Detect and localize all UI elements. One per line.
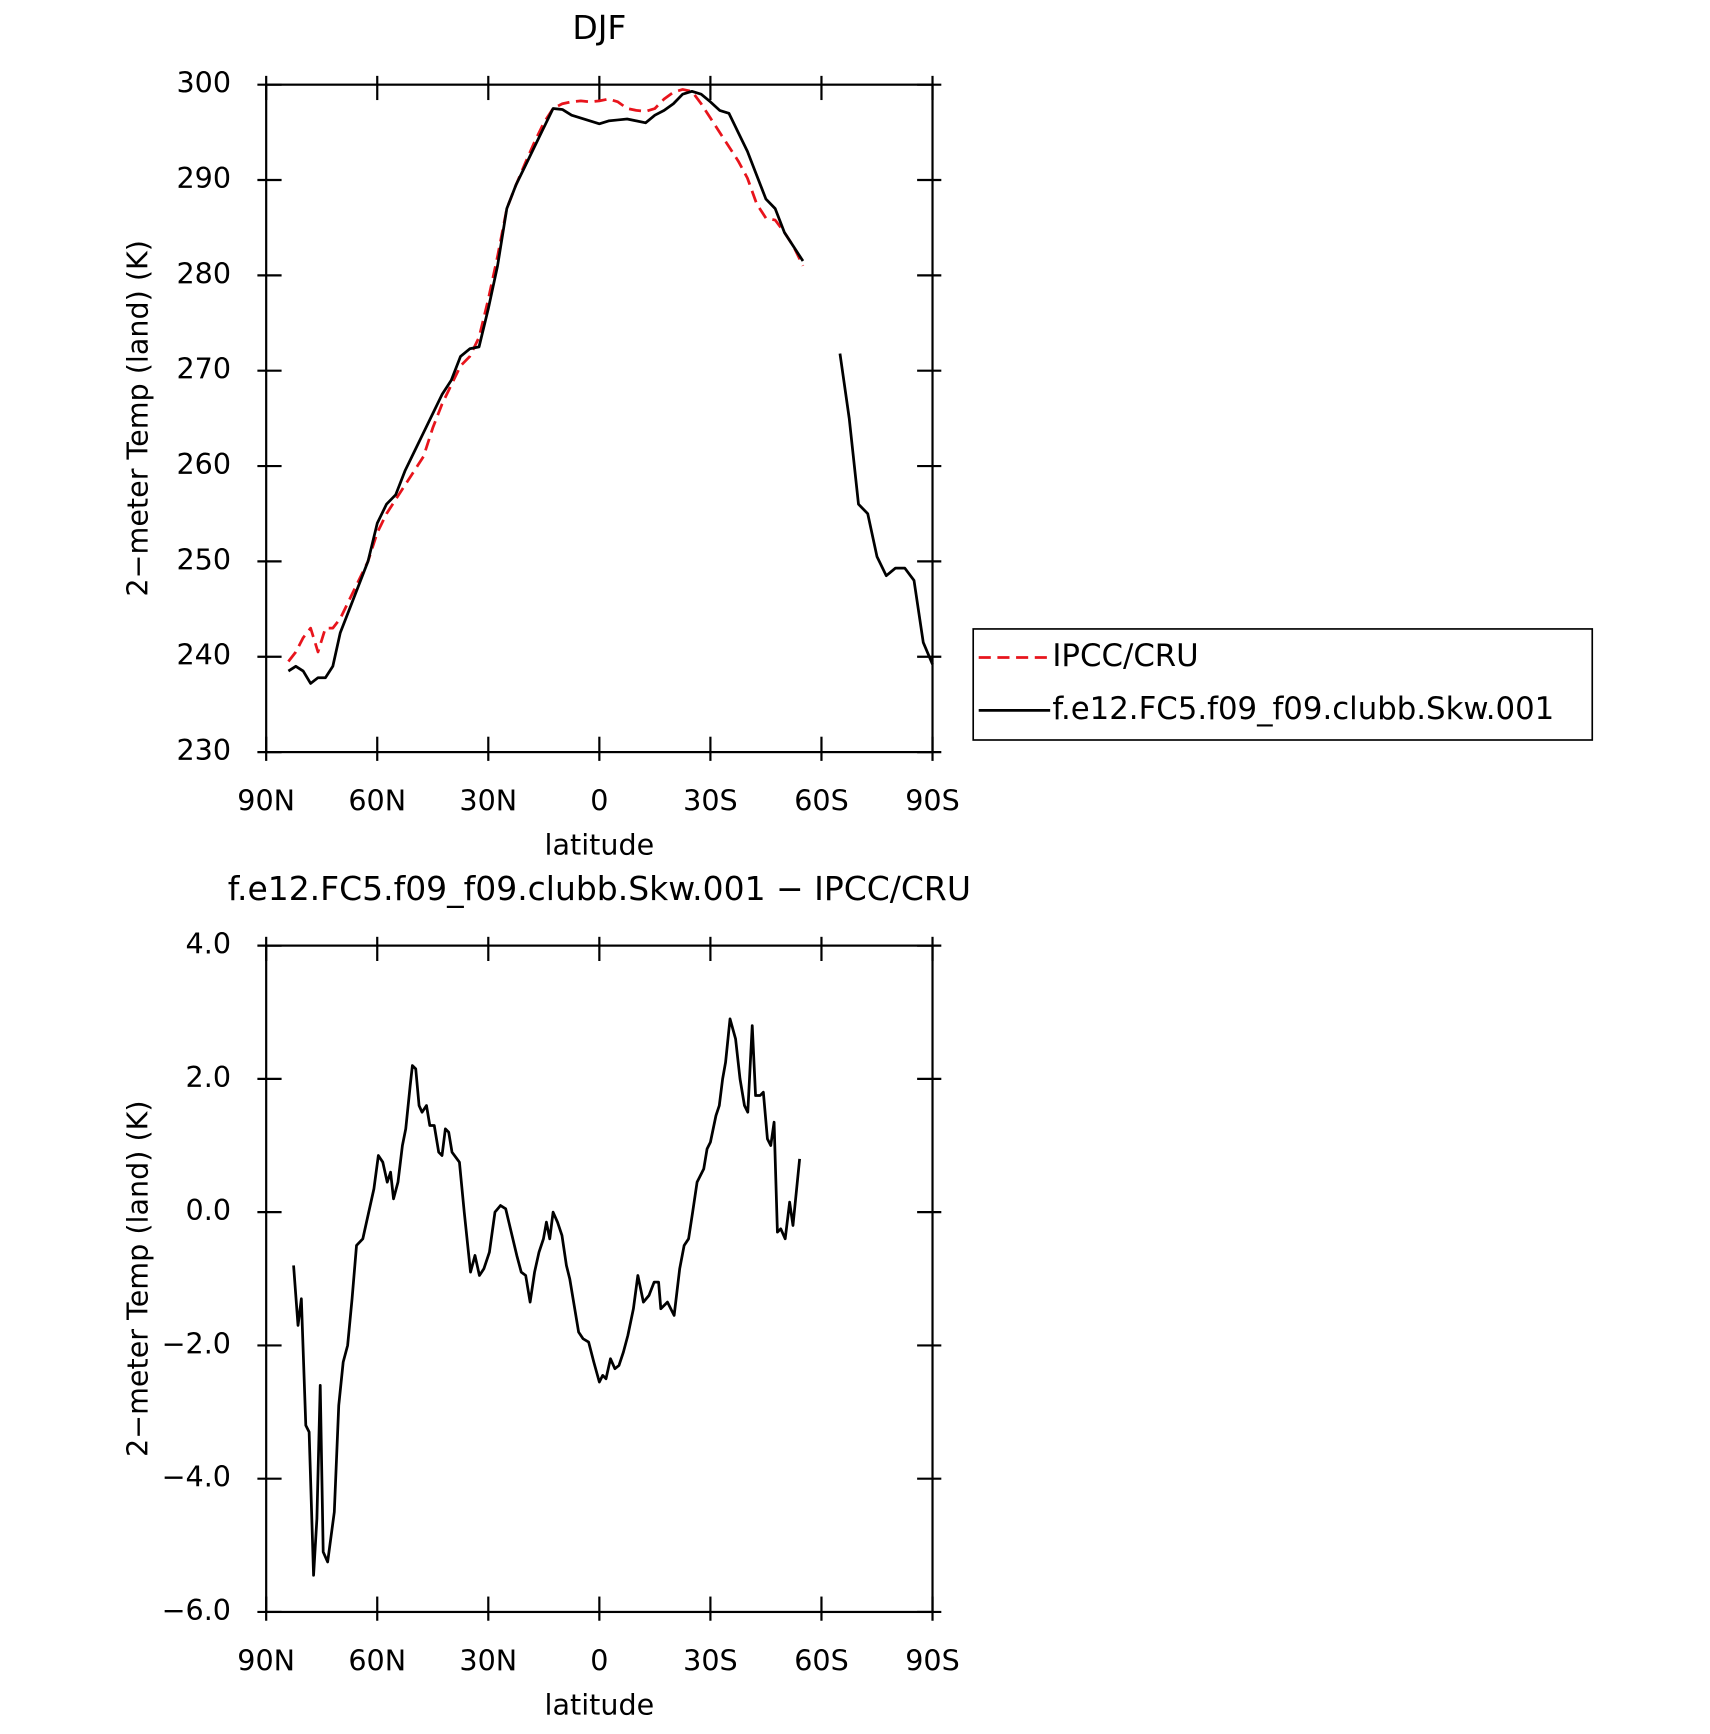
y-tick-label: 4.0	[186, 927, 231, 961]
x-tick-label: 60S	[794, 1644, 849, 1678]
x-tick-label: 90S	[905, 784, 960, 818]
y-tick-label: −4.0	[162, 1460, 231, 1494]
x-tick-label: 30S	[683, 784, 738, 818]
y-tick-label: 280	[176, 256, 231, 290]
x-axis-label: latitude	[545, 828, 655, 862]
x-tick-label: 90N	[237, 1644, 295, 1678]
y-tick-label: 250	[176, 542, 231, 576]
x-tick-label: 60N	[348, 1644, 406, 1678]
plot-frame	[265, 944, 934, 1614]
y-tick-label: 240	[176, 638, 231, 672]
data-line	[287, 88, 805, 663]
x-tick-label: 30S	[683, 1644, 738, 1678]
x-axis-label: latitude	[545, 1688, 655, 1722]
chart-title: f.e12.FC5.f09_f09.clubb.Skw.001 − IPCC/C…	[228, 869, 971, 908]
chart-title: DJF	[572, 8, 626, 47]
y-tick-label: 260	[176, 447, 231, 481]
x-tick-label: 30N	[459, 784, 517, 818]
y-tick-label: 300	[176, 66, 231, 100]
data-line	[292, 1017, 801, 1577]
x-tick-label: 90N	[237, 784, 295, 818]
y-axis-label: 2−meter Temp (land) (K)	[121, 1101, 155, 1458]
data-line	[287, 89, 934, 685]
y-tick-label: 0.0	[186, 1193, 231, 1227]
legend-label: f.e12.FC5.f09_f09.clubb.Skw.001	[1052, 691, 1554, 727]
y-tick-label: −2.0	[162, 1326, 231, 1360]
y-tick-label: 2.0	[186, 1060, 231, 1094]
y-tick-label: 230	[176, 733, 231, 767]
legend-box	[972, 628, 1594, 741]
y-tick-label: −6.0	[162, 1593, 231, 1627]
x-tick-label: 60N	[348, 784, 406, 818]
y-axis-label: 2−meter Temp (land) (K)	[121, 240, 155, 597]
x-tick-label: 0	[590, 1644, 608, 1678]
y-tick-label: 270	[176, 352, 231, 386]
x-tick-label: 30N	[459, 1644, 517, 1678]
y-tick-label: 290	[176, 161, 231, 195]
plot-frame	[265, 83, 934, 754]
x-tick-label: 0	[590, 784, 608, 818]
x-tick-label: 90S	[905, 1644, 960, 1678]
legend-label: IPCC/CRU	[1052, 638, 1198, 674]
x-tick-label: 60S	[794, 784, 849, 818]
